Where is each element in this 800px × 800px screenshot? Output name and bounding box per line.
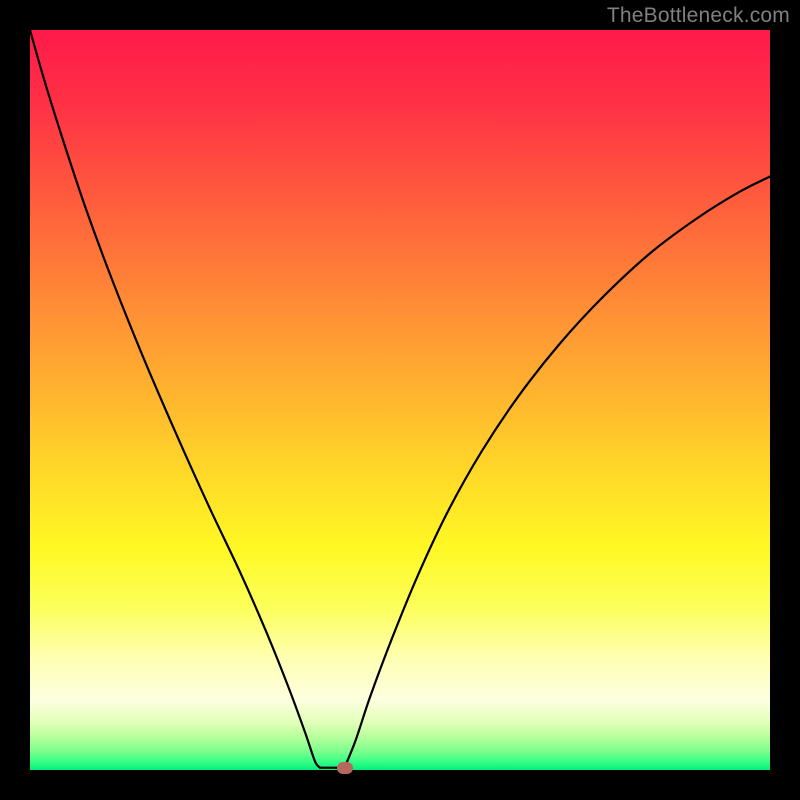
- optimal-point-marker: [337, 762, 353, 774]
- chart-frame: TheBottleneck.com: [0, 0, 800, 800]
- plot-area: [30, 30, 770, 770]
- watermark-text: TheBottleneck.com: [607, 4, 790, 28]
- bottleneck-curve: [30, 30, 770, 770]
